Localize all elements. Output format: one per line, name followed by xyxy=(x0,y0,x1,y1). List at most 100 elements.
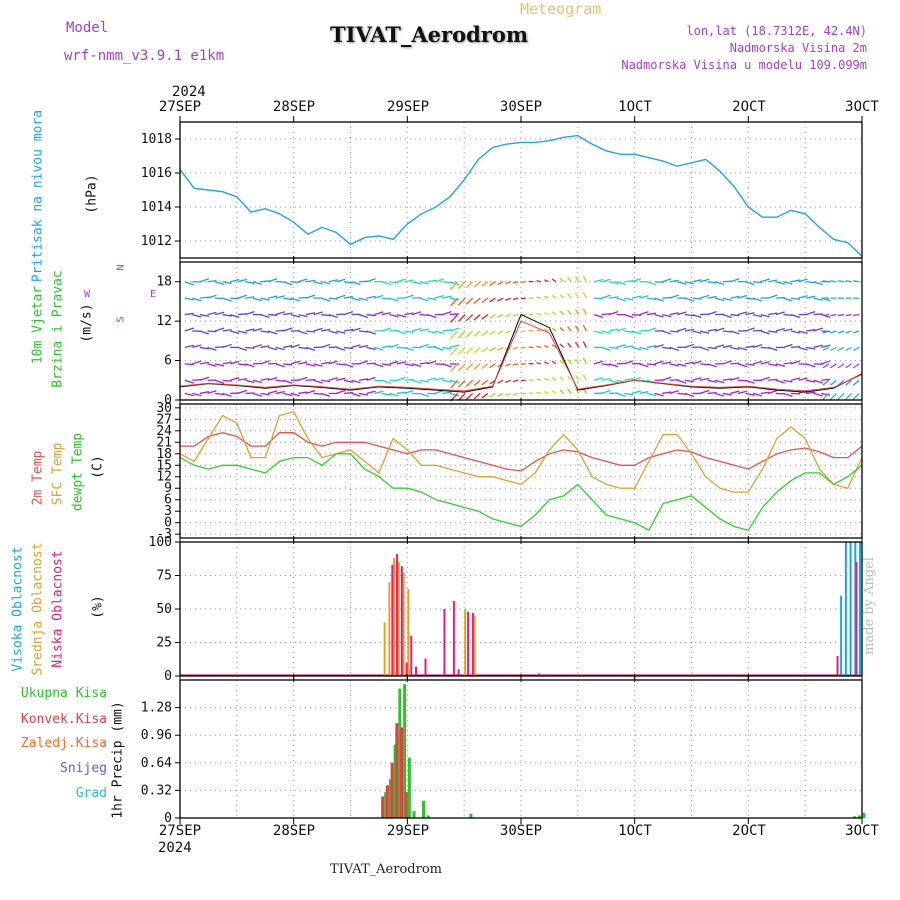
wind-arrow xyxy=(830,363,837,369)
wind-arrow xyxy=(775,327,785,332)
wind-arrow xyxy=(283,363,293,366)
wind-arrow xyxy=(559,376,565,381)
wind-arrow xyxy=(489,346,496,352)
wind-arrow xyxy=(252,327,263,332)
wind-arrow xyxy=(654,313,664,318)
wind-arrow xyxy=(373,294,384,299)
y-tick-label: 1014 xyxy=(141,200,172,215)
y-tick-label: 0 xyxy=(164,393,172,408)
y-tick-label: 30 xyxy=(156,401,172,416)
wind-arrow xyxy=(852,363,860,369)
wind-arrow xyxy=(684,379,694,383)
wind-arrow xyxy=(245,346,255,349)
wind-arrow xyxy=(662,346,672,350)
wind-arrow xyxy=(450,346,459,356)
wind-arrow xyxy=(730,278,740,283)
wind-arrow xyxy=(442,379,452,383)
wind-arrow xyxy=(497,346,504,351)
wind-arrow xyxy=(450,363,459,372)
wind-arrow xyxy=(336,330,346,334)
wind-arrow xyxy=(192,392,202,397)
wind-arrow xyxy=(184,297,194,301)
wind-arrow xyxy=(313,311,323,316)
wind-arrow xyxy=(574,358,580,365)
wind-arrow xyxy=(328,330,338,334)
total-rain-bar xyxy=(426,815,430,818)
low-cloud-bar xyxy=(400,566,403,676)
wind-arrow xyxy=(366,390,376,395)
wind-arrow xyxy=(328,279,338,283)
wind-arrow xyxy=(465,281,474,289)
y-tick-label: 18 xyxy=(156,275,172,290)
wind-arrow xyxy=(237,294,247,299)
wind-arrow xyxy=(512,313,519,317)
wind-arrow xyxy=(396,391,406,395)
wind-arrow xyxy=(715,344,725,349)
wind-arrow xyxy=(601,330,611,334)
wind-arrow xyxy=(404,378,414,381)
wind-arrow xyxy=(745,281,755,286)
wind-arrow xyxy=(512,379,519,383)
wind-arrow xyxy=(661,313,672,318)
wind-arrow xyxy=(184,312,194,316)
wind-arrow xyxy=(730,346,740,351)
wind-arrow xyxy=(320,392,331,398)
wind-arrow xyxy=(358,378,369,381)
freezing-rain-label: Zaledj.Kisa xyxy=(20,736,107,751)
wind-arrow xyxy=(207,280,217,283)
wind-arrow xyxy=(505,281,511,285)
wind-arrow xyxy=(624,345,634,349)
wind-arrow xyxy=(320,343,331,349)
wind-arrow xyxy=(798,294,808,299)
wind-arrow xyxy=(207,330,217,333)
wind-arrow xyxy=(505,379,511,383)
mid-cloud-bar xyxy=(407,588,410,676)
wind-arrow xyxy=(427,330,437,334)
wind-arrow xyxy=(544,328,549,332)
wind-arrow xyxy=(313,379,323,384)
wind-arrow xyxy=(752,392,763,397)
wind-arrow xyxy=(654,297,664,302)
wind-arrow xyxy=(707,310,717,316)
wind-arrow xyxy=(551,294,557,299)
wind-arrow xyxy=(290,297,301,302)
wind-arrow xyxy=(389,313,399,318)
wind-arrow xyxy=(699,363,710,366)
date-label: 28SEP xyxy=(272,99,316,115)
wind-arrow xyxy=(631,295,641,299)
wind-arrow xyxy=(790,345,801,349)
wind-arrow xyxy=(450,281,459,290)
wind-arrow xyxy=(662,391,672,395)
wind-arrow xyxy=(582,275,587,283)
wind-arrow xyxy=(684,343,695,349)
wind-arrow xyxy=(481,281,489,287)
wind-arrow xyxy=(192,360,202,365)
wind-arrow xyxy=(389,281,399,284)
wind-arrow xyxy=(790,377,801,381)
wind-arrow xyxy=(214,392,225,396)
wind-arrow xyxy=(343,328,353,332)
wind-arrow xyxy=(481,297,489,304)
panel-frame xyxy=(179,541,863,677)
wind-arrow xyxy=(699,330,710,334)
wind-arrow xyxy=(481,363,489,369)
wind-arrow xyxy=(481,346,489,353)
wind-arrow xyxy=(805,310,816,316)
wind-arrow xyxy=(192,313,202,318)
wind-arrow xyxy=(411,363,422,368)
wind-arrow xyxy=(305,279,316,283)
wind-arrow xyxy=(646,312,657,316)
date-label: 1OCT xyxy=(618,823,652,839)
wind-arrow xyxy=(497,379,504,384)
wind-arrow xyxy=(837,346,845,352)
wind-arrow xyxy=(419,281,429,285)
wind-arrow xyxy=(442,281,452,284)
wind-arrow xyxy=(805,379,816,383)
wind-arrow xyxy=(328,360,338,365)
total-rain-label: Ukupna Kisa xyxy=(20,686,107,701)
wind-arrow xyxy=(830,379,837,386)
wind-arrow xyxy=(207,311,217,316)
wind-arrow xyxy=(267,295,278,299)
wind-arrow xyxy=(624,297,634,301)
